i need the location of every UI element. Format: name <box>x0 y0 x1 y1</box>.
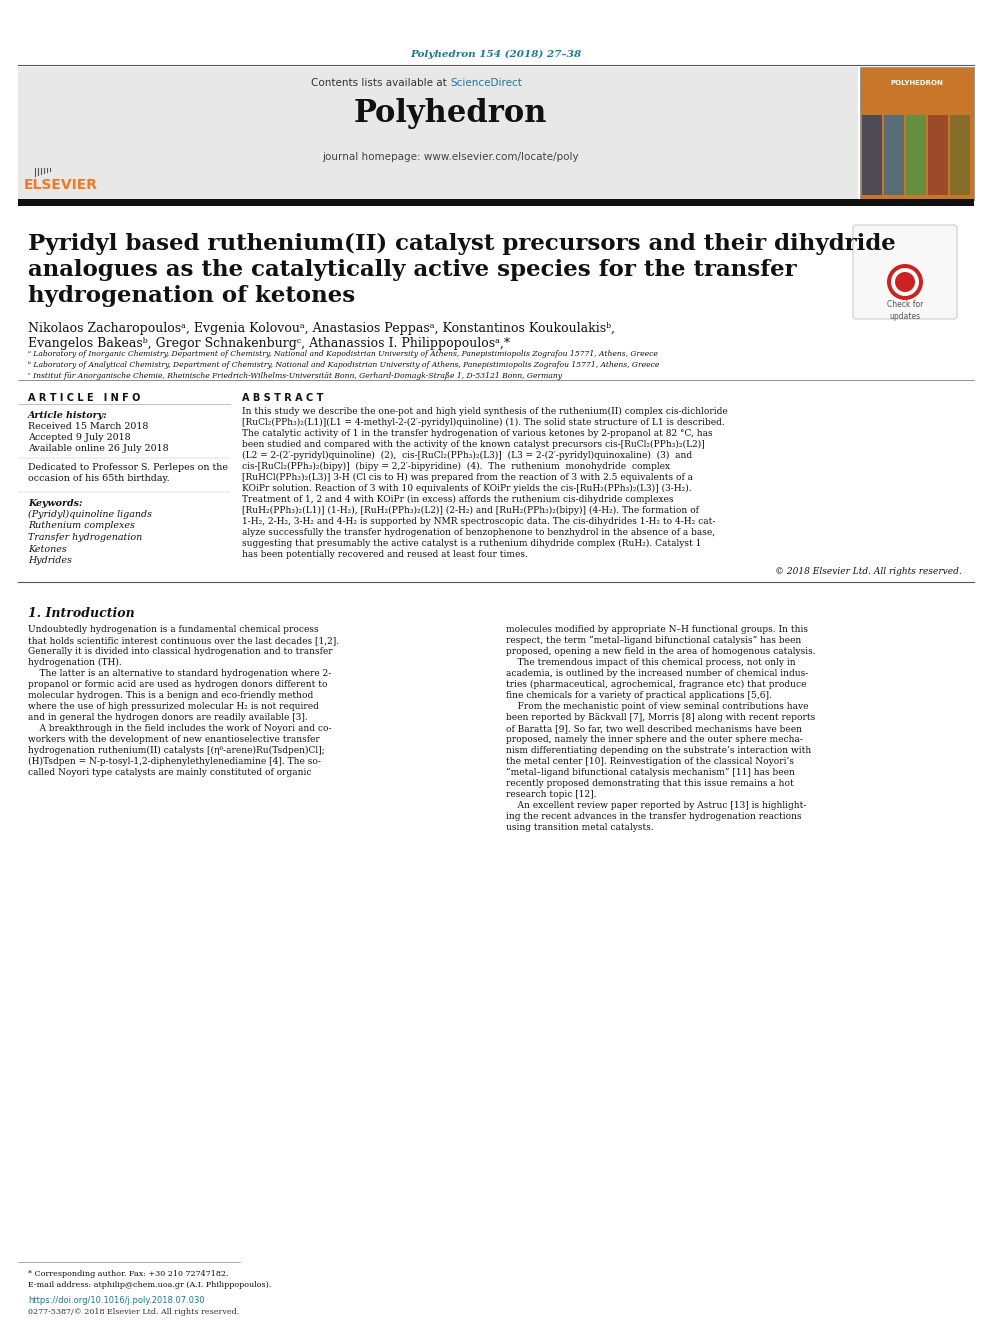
Text: Pyridyl based ruthenium(II) catalyst precursors and their dihydride: Pyridyl based ruthenium(II) catalyst pre… <box>28 233 896 255</box>
Text: KOiPr solution. Reaction of 3 with 10 equivalents of KOiPr yields the cis-[RuH₂(: KOiPr solution. Reaction of 3 with 10 eq… <box>242 484 691 493</box>
Text: Ketones: Ketones <box>28 545 66 553</box>
Text: academia, is outlined by the increased number of chemical indus-: academia, is outlined by the increased n… <box>506 669 808 677</box>
Text: ᵃ Laboratory of Inorganic Chemistry, Department of Chemistry, National and Kapod: ᵃ Laboratory of Inorganic Chemistry, Dep… <box>28 351 658 359</box>
Text: called Noyori type catalysts are mainly constituted of organic: called Noyori type catalysts are mainly … <box>28 767 311 777</box>
Text: Transfer hydrogenation: Transfer hydrogenation <box>28 533 142 542</box>
Text: Hydrides: Hydrides <box>28 556 71 565</box>
Text: using transition metal catalysts.: using transition metal catalysts. <box>506 823 654 832</box>
Circle shape <box>887 265 923 300</box>
Text: A B S T R A C T: A B S T R A C T <box>242 393 323 404</box>
Text: Keywords:: Keywords: <box>28 499 82 508</box>
Text: proposed, opening a new field in the area of homogenous catalysis.: proposed, opening a new field in the are… <box>506 647 815 656</box>
Text: [RuHCl(PPh₃)₂(L3)] 3-H (Cl cis to H) was prepared from the reaction of 3 with 2.: [RuHCl(PPh₃)₂(L3)] 3-H (Cl cis to H) was… <box>242 474 693 482</box>
Text: Check for
updates: Check for updates <box>887 300 924 320</box>
Text: Dedicated to Professor S. Perlepes on the: Dedicated to Professor S. Perlepes on th… <box>28 463 228 472</box>
Text: E-mail address: atphilip@chem.uoa.gr (A.I. Philippopoulos).: E-mail address: atphilip@chem.uoa.gr (A.… <box>28 1281 272 1289</box>
Text: ScienceDirect: ScienceDirect <box>450 78 522 89</box>
Text: cis-[RuCl₂(PPh₃)₂(bipy)]  (bipy = 2,2′-bipyridine)  (4).  The  ruthenium  monohy: cis-[RuCl₂(PPh₃)₂(bipy)] (bipy = 2,2′-bi… <box>242 462 671 471</box>
Text: ing the recent advances in the transfer hydrogenation reactions: ing the recent advances in the transfer … <box>506 812 802 822</box>
Bar <box>950 115 970 194</box>
Bar <box>18 198 974 206</box>
Text: hydrogenation ruthenium(II) catalysts [(η⁶-arene)Ru(Tsdpen)Cl];: hydrogenation ruthenium(II) catalysts [(… <box>28 746 324 755</box>
Text: hydrogenation of ketones: hydrogenation of ketones <box>28 284 355 307</box>
Text: A breakthrough in the field includes the work of Noyori and co-: A breakthrough in the field includes the… <box>28 724 331 733</box>
Text: Accepted 9 July 2018: Accepted 9 July 2018 <box>28 433 131 442</box>
Text: Ruthenium complexes: Ruthenium complexes <box>28 521 135 531</box>
Text: ᵇ Laboratory of Analytical Chemistry, Department of Chemistry, National and Kapo: ᵇ Laboratory of Analytical Chemistry, De… <box>28 361 660 369</box>
Text: 1. Introduction: 1. Introduction <box>28 607 135 620</box>
Text: Evangelos Bakeasᵇ, Gregor Schnakenburgᶜ, Athanassios I. Philippopoulosᵃ,*: Evangelos Bakeasᵇ, Gregor Schnakenburgᶜ,… <box>28 337 510 351</box>
Text: tries (pharmaceutical, agrochemical, fragrance etc) that produce: tries (pharmaceutical, agrochemical, fra… <box>506 680 806 689</box>
Text: 0277-5387/© 2018 Elsevier Ltd. All rights reserved.: 0277-5387/© 2018 Elsevier Ltd. All right… <box>28 1308 239 1316</box>
Text: ᶜ Institut für Anorganische Chemie, Rheinische Friedrich-Wilhelms-Universität Bo: ᶜ Institut für Anorganische Chemie, Rhei… <box>28 372 562 380</box>
Text: The catalytic activity of 1 in the transfer hydrogenation of various ketones by : The catalytic activity of 1 in the trans… <box>242 429 712 438</box>
Text: where the use of high pressurized molecular H₂ is not required: where the use of high pressurized molecu… <box>28 703 318 710</box>
Text: the metal center [10]. Reinvestigation of the classical Noyori’s: the metal center [10]. Reinvestigation o… <box>506 757 794 766</box>
Text: journal homepage: www.elsevier.com/locate/poly: journal homepage: www.elsevier.com/locat… <box>321 152 578 161</box>
Text: “metal–ligand bifunctional catalysis mechanism” [11] has been: “metal–ligand bifunctional catalysis mec… <box>506 767 795 778</box>
Text: ELSEVIER: ELSEVIER <box>24 179 98 192</box>
Bar <box>906 115 926 194</box>
Circle shape <box>895 273 915 292</box>
Text: (L2 = 2-(2′-pyridyl)quinoline)  (2),  cis-[RuCl₂(PPh₃)₂(L3)]  (L3 = 2-(2′-pyridy: (L2 = 2-(2′-pyridyl)quinoline) (2), cis-… <box>242 451 692 460</box>
Text: alyze successfully the transfer hydrogenation of benzophenone to benzhydrol in t: alyze successfully the transfer hydrogen… <box>242 528 715 537</box>
Text: Generally it is divided into classical hydrogenation and to transfer: Generally it is divided into classical h… <box>28 647 332 656</box>
Text: The tremendous impact of this chemical process, not only in: The tremendous impact of this chemical p… <box>506 658 796 667</box>
Text: Available online 26 July 2018: Available online 26 July 2018 <box>28 445 169 452</box>
Text: been reported by Bäckvall [7], Morris [8] along with recent reports: been reported by Bäckvall [7], Morris [8… <box>506 713 815 722</box>
Text: propanol or formic acid are used as hydrogen donors different to: propanol or formic acid are used as hydr… <box>28 680 327 689</box>
Text: molecular hydrogen. This is a benign and eco-friendly method: molecular hydrogen. This is a benign and… <box>28 691 313 700</box>
Bar <box>862 115 882 194</box>
Text: POLYHEDRON: POLYHEDRON <box>891 79 943 86</box>
Bar <box>928 115 948 194</box>
Text: (H)Tsdpen = N-p-tosyl-1,2-diphenylethylenediamine [4]. The so-: (H)Tsdpen = N-p-tosyl-1,2-diphenylethyle… <box>28 757 320 766</box>
Text: Undoubtedly hydrogenation is a fundamental chemical process: Undoubtedly hydrogenation is a fundament… <box>28 624 318 634</box>
Text: hydrogenation (TH).: hydrogenation (TH). <box>28 658 122 667</box>
Bar <box>18 67 858 200</box>
Text: Contents lists available at: Contents lists available at <box>311 78 450 89</box>
Text: Polyhedron 154 (2018) 27–38: Polyhedron 154 (2018) 27–38 <box>411 50 581 60</box>
Text: An excellent review paper reported by Astruc [13] is highlight-: An excellent review paper reported by As… <box>506 800 806 810</box>
Text: molecules modified by appropriate N–H functional groups. In this: molecules modified by appropriate N–H fu… <box>506 624 808 634</box>
Text: has been potentially recovered and reused at least four times.: has been potentially recovered and reuse… <box>242 550 528 560</box>
Text: research topic [12].: research topic [12]. <box>506 790 596 799</box>
Circle shape <box>891 269 919 296</box>
Text: and in general the hydrogen donors are readily available [3].: and in general the hydrogen donors are r… <box>28 713 308 722</box>
Text: (Pyridyl)quinoline ligands: (Pyridyl)quinoline ligands <box>28 509 152 519</box>
Text: From the mechanistic point of view seminal contributions have: From the mechanistic point of view semin… <box>506 703 808 710</box>
Text: 1-H₂, 2-H₂, 3-H₂ and 4-H₂ is supported by NMR spectroscopic data. The cis-dihydr: 1-H₂, 2-H₂, 3-H₂ and 4-H₂ is supported b… <box>242 517 715 527</box>
Text: * Corresponding author. Fax: +30 210 72747182.: * Corresponding author. Fax: +30 210 727… <box>28 1270 228 1278</box>
Text: Treatment of 1, 2 and 4 with KOiPr (in excess) affords the ruthenium cis-dihydri: Treatment of 1, 2 and 4 with KOiPr (in e… <box>242 495 674 504</box>
Text: proposed, namely the inner sphere and the outer sphere mecha-: proposed, namely the inner sphere and th… <box>506 736 803 744</box>
Text: The latter is an alternative to standard hydrogenation where 2-: The latter is an alternative to standard… <box>28 669 331 677</box>
Text: https://doi.org/10.1016/j.poly.2018.07.030: https://doi.org/10.1016/j.poly.2018.07.0… <box>28 1297 204 1304</box>
Text: [RuCl₂(PPh₃)₂(L1)](L1 = 4-methyl-2-(2′-pyridyl)quinoline) (1). The solid state s: [RuCl₂(PPh₃)₂(L1)](L1 = 4-methyl-2-(2′-p… <box>242 418 725 427</box>
Text: recently proposed demonstrating that this issue remains a hot: recently proposed demonstrating that thi… <box>506 779 794 789</box>
Text: workers with the development of new enantioselective transfer: workers with the development of new enan… <box>28 736 319 744</box>
Bar <box>860 67 974 200</box>
Bar <box>18 67 188 200</box>
FancyBboxPatch shape <box>853 225 957 319</box>
Text: fine chemicals for a variety of practical applications [5,6].: fine chemicals for a variety of practica… <box>506 691 772 700</box>
Text: analogues as the catalytically active species for the transfer: analogues as the catalytically active sp… <box>28 259 797 280</box>
Text: © 2018 Elsevier Ltd. All rights reserved.: © 2018 Elsevier Ltd. All rights reserved… <box>776 568 962 576</box>
Text: A R T I C L E   I N F O: A R T I C L E I N F O <box>28 393 141 404</box>
Bar <box>884 115 904 194</box>
Text: that holds scientific interest continuous over the last decades [1,2].: that holds scientific interest continuou… <box>28 636 339 646</box>
Text: been studied and compared with the activity of the known catalyst precursors cis: been studied and compared with the activ… <box>242 441 704 448</box>
Text: In this study we describe the one-pot and high yield synthesis of the ruthenium(: In this study we describe the one-pot an… <box>242 407 728 417</box>
Text: respect, the term “metal–ligand bifunctional catalysis” has been: respect, the term “metal–ligand bifuncti… <box>506 636 802 646</box>
Text: [RuH₂(PPh₃)₂(L1)] (1-H₂), [RuH₂(PPh₃)₂(L2)] (2-H₂) and [RuH₂(PPh₃)₂(bipy)] (4-H₂: [RuH₂(PPh₃)₂(L1)] (1-H₂), [RuH₂(PPh₃)₂(L… <box>242 505 699 515</box>
Text: Nikolaos Zacharopoulosᵃ, Evgenia Kolovouᵃ, Anastasios Peppasᵃ, Konstantinos Kouk: Nikolaos Zacharopoulosᵃ, Evgenia Kolovou… <box>28 321 615 335</box>
Text: Article history:: Article history: <box>28 411 107 419</box>
Text: suggesting that presumably the active catalyst is a ruthenium dihydride complex : suggesting that presumably the active ca… <box>242 538 701 548</box>
Text: Polyhedron: Polyhedron <box>353 98 547 130</box>
Text: of Baratta [9]. So far, two well described mechanisms have been: of Baratta [9]. So far, two well describ… <box>506 724 802 733</box>
Text: Received 15 March 2018: Received 15 March 2018 <box>28 422 149 431</box>
Text: occasion of his 65th birthday.: occasion of his 65th birthday. <box>28 474 170 483</box>
Text: nism differentiating depending on the substrate’s interaction with: nism differentiating depending on the su… <box>506 746 811 755</box>
